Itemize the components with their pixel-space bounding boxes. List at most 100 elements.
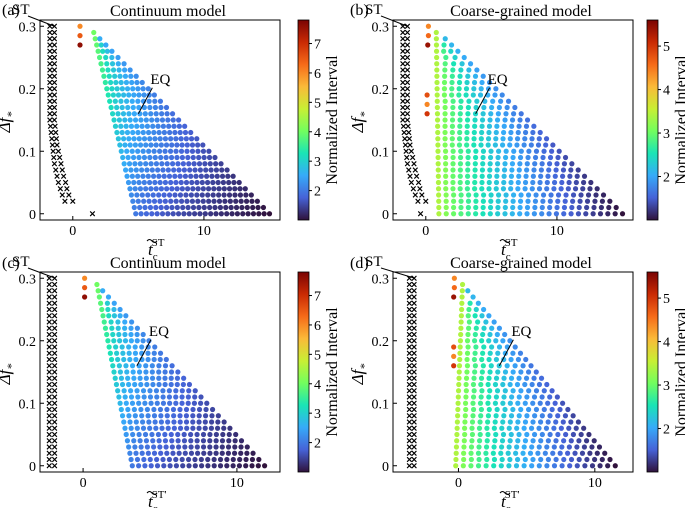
eq-marker [208,419,215,425]
eq-marker [135,394,141,400]
eq-marker [173,198,179,204]
eq-marker [109,86,115,92]
eq-marker [141,92,147,98]
eq-marker [464,173,471,179]
eq-marker [196,425,202,431]
eq-marker [126,444,132,450]
st-marker [406,306,413,313]
eq-marker [576,438,582,444]
eq-marker [158,154,164,161]
eq-marker [524,161,530,167]
eq-marker [522,186,528,192]
eq-marker [500,400,506,406]
eq-marker [561,456,567,463]
eq-marker [517,117,523,123]
eq-marker [115,356,121,363]
eq-marker [150,192,156,198]
eq-marker [451,294,457,300]
eq-marker [508,431,514,438]
st-marker [419,192,425,198]
eq-marker [123,431,129,438]
eq-marker [120,111,127,117]
eq-marker [100,48,106,54]
eq-marker [145,356,151,363]
eq-marker [531,431,538,438]
eq-marker [111,306,117,313]
eq-marker [547,198,553,204]
eq-marker [458,98,464,104]
eq-marker [435,173,441,179]
eq-marker [115,111,121,117]
eq-marker [530,419,536,425]
eq-marker [163,154,169,161]
eq-marker [168,369,175,375]
eq-marker [177,406,183,413]
eq-marker [466,306,472,313]
eq-marker [506,463,512,469]
st-marker [51,48,58,54]
eq-marker [465,313,471,319]
eq-marker [221,425,227,431]
eq-marker [151,406,157,413]
y-axis-label: Δf* [348,364,371,386]
eq-marker [148,400,154,406]
eq-marker [169,161,176,167]
eq-marker [121,356,127,363]
eq-marker [121,419,127,425]
eq-marker [509,123,515,129]
eq-marker [467,61,474,67]
eq-marker [496,104,502,111]
eq-marker [434,73,440,79]
eq-marker [535,142,542,148]
st-marker [404,161,411,167]
eq-marker [502,211,508,217]
colorbar [297,19,310,221]
st-marker [404,73,411,79]
eq-marker [531,211,537,217]
eq-marker [215,419,221,425]
eq-marker [473,325,479,331]
eq-marker [123,79,130,86]
eq-marker [457,173,463,179]
eq-marker [435,142,441,148]
st-marker [417,211,424,217]
eq-marker [177,425,184,431]
eq-marker [162,381,168,388]
eq-marker [516,123,522,129]
eq-marker [451,344,457,350]
eq-marker [464,117,471,123]
eq-marker [134,456,141,463]
eq-marker [231,179,237,186]
eq-marker [160,167,166,173]
eq-marker [178,179,184,186]
eq-marker [140,331,146,338]
colorbar-tick-label: 7 [314,290,321,305]
eq-marker [495,204,501,211]
eq-marker [186,161,192,167]
x-label-tilde [146,491,158,495]
eq-marker [151,413,158,419]
st-marker [404,111,411,117]
eq-marker [153,388,160,394]
eq-marker [188,173,194,179]
eq-marker [105,338,111,344]
y-tick-label: 0.1 [372,145,390,160]
eq-marker [136,369,143,375]
eq-marker [185,186,191,192]
eq-marker [196,154,202,161]
eq-marker [442,104,448,111]
eq-marker [508,129,514,136]
eq-marker [496,344,503,350]
eq-marker [486,186,492,192]
st-marker [400,104,406,111]
eq-marker [124,129,131,136]
eq-marker [479,356,485,363]
eq-marker [489,104,495,111]
eq-marker [456,381,462,388]
eq-marker [464,363,471,369]
eq-marker [168,375,174,381]
y-tick-label: 0.2 [372,83,390,98]
eq-marker [240,211,246,217]
st-marker [406,319,413,325]
eq-marker [486,356,492,363]
